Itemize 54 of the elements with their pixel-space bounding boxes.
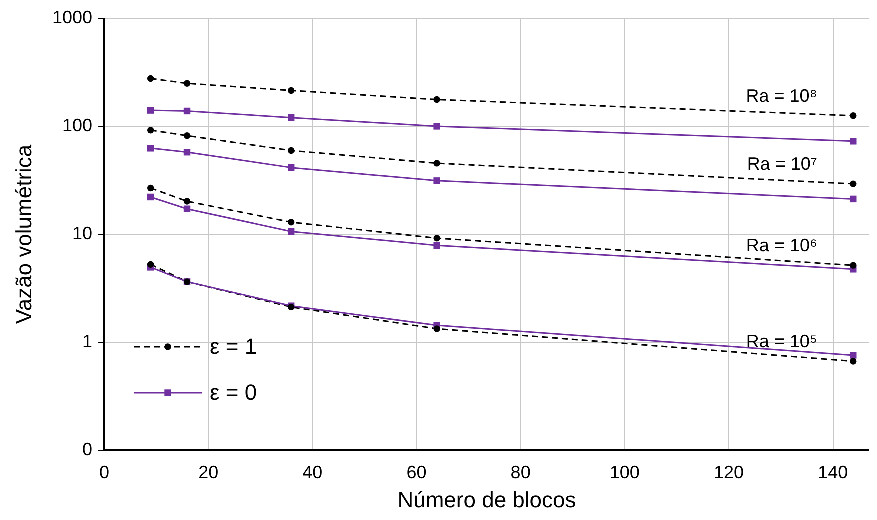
x-tick-label: 40: [302, 462, 323, 482]
y-tick-label: 100: [62, 116, 92, 136]
point: [147, 127, 154, 134]
point: [850, 112, 857, 120]
point: [434, 235, 440, 242]
point: [850, 262, 857, 269]
point: [147, 184, 154, 192]
point: [147, 75, 154, 82]
point: [434, 96, 440, 104]
y-tick-label: 1: [82, 332, 92, 352]
annotation: Ra = 10⁶: [746, 236, 818, 256]
point: [850, 196, 857, 203]
annotation: Ra = 10⁸: [746, 86, 818, 106]
x-tick-label: 20: [198, 462, 219, 482]
y-tick-label: 0: [82, 440, 92, 460]
annotation: Ra = 10⁷: [747, 154, 818, 174]
point: [288, 228, 295, 236]
point: [184, 198, 191, 205]
point: [147, 261, 154, 268]
legend-label: ε = 1: [210, 334, 258, 359]
point: [288, 219, 295, 226]
x-tick-label: 60: [406, 462, 427, 482]
point: [147, 194, 154, 201]
point: [184, 206, 191, 212]
point: [434, 160, 440, 167]
point: [850, 180, 857, 188]
point: [288, 147, 295, 154]
point: [184, 132, 191, 140]
x-axis-title: Número de blocos: [398, 488, 576, 512]
x-tick-label: 80: [510, 462, 531, 482]
x-tick-label: 140: [818, 462, 848, 482]
point: [850, 138, 857, 145]
annotation: Ra = 10⁵: [746, 331, 818, 352]
point: [184, 80, 191, 87]
point: [850, 352, 857, 359]
point: [288, 87, 295, 94]
point: [147, 107, 154, 114]
point: [147, 145, 154, 152]
point: [434, 326, 440, 332]
x-tick-label: 100: [610, 462, 640, 482]
point: [434, 178, 440, 184]
point: [288, 164, 295, 172]
point: [434, 123, 440, 130]
y-axis-title: Vazão volumétrica: [11, 144, 36, 324]
legend-label: ε = 0: [210, 380, 258, 405]
x-tick-label: 120: [714, 462, 744, 482]
point: [434, 242, 440, 250]
point: [184, 108, 191, 115]
x-tick-label: 0: [99, 462, 110, 482]
point: [850, 358, 857, 365]
point: [288, 114, 295, 122]
y-tick-label: 10: [72, 224, 92, 244]
point: [184, 149, 191, 156]
y-tick-label: 1000: [52, 8, 92, 28]
